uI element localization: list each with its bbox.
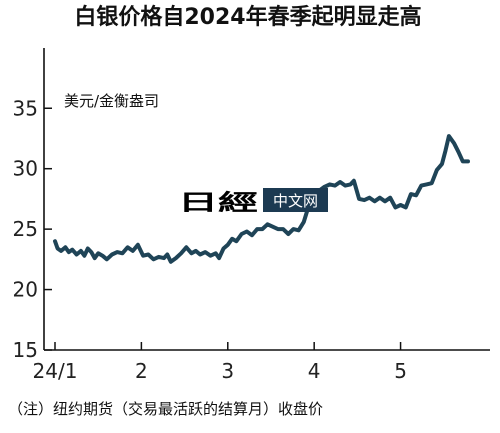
y-tick-label: 30: [13, 157, 38, 181]
x-tick-label: 4: [308, 359, 321, 383]
x-tick-label: 3: [221, 359, 234, 383]
x-tick-label: 2: [135, 359, 148, 383]
y-axis-ticks: 15 20 25 30 35: [13, 96, 52, 362]
watermark-logo-text: 日經: [178, 190, 258, 216]
y-tick-label: 15: [13, 338, 38, 362]
x-tick-label: 24/1: [33, 359, 78, 383]
watermark-label-bg: [263, 188, 328, 212]
silver-price-line: [53, 134, 470, 264]
x-axis-ticks: 24/1 2 3 4 5: [33, 342, 407, 383]
chart-title: 白银价格自2024年春季起明显走高: [74, 4, 421, 30]
watermark-label: 中文网: [273, 192, 318, 210]
y-tick-label: 35: [13, 96, 38, 120]
y-tick-label: 20: [13, 278, 38, 302]
x-tick-label: 5: [394, 359, 407, 383]
y-tick-label: 25: [13, 217, 38, 241]
chart-note: （注）纽约期货（交易最活跃的结算月）收盘价: [8, 400, 323, 418]
nikkei-watermark: 日經 中文网: [178, 188, 328, 216]
unit-label: 美元/金衡盎司: [64, 92, 159, 110]
